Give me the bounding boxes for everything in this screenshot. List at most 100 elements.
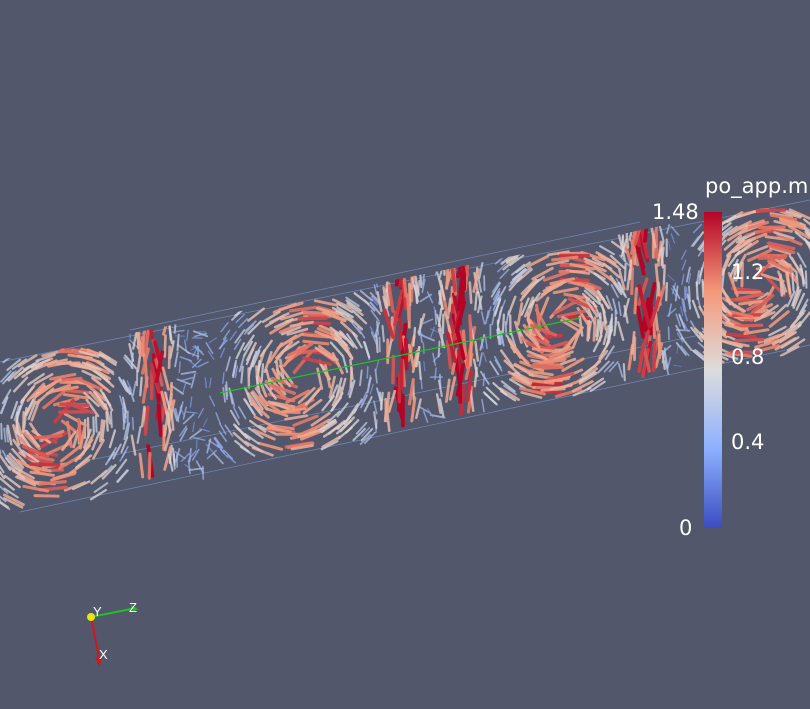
- vector-glyph: [469, 339, 473, 367]
- vector-glyph: [413, 273, 420, 295]
- vector-glyph: [108, 429, 117, 449]
- vector-glyph: [528, 319, 545, 341]
- vector-glyph: [503, 384, 517, 396]
- vector-glyph: [480, 336, 484, 349]
- vector-glyph: [441, 313, 445, 335]
- color-legend-title: po_app.m: [705, 174, 809, 198]
- vector-glyph: [429, 414, 446, 419]
- vector-glyph: [474, 291, 478, 311]
- vector-glyph: [209, 377, 212, 388]
- vector-glyph: [500, 330, 504, 344]
- color-legend-tick: 1.2: [731, 260, 765, 284]
- vector-glyph: [686, 293, 692, 310]
- vector-glyph: [229, 330, 237, 341]
- vector-glyph: [719, 254, 731, 277]
- vector-glyph: [727, 250, 741, 267]
- vector-glyph: [494, 359, 503, 372]
- vector-glyph: [520, 391, 543, 399]
- vector-glyph: [497, 286, 507, 302]
- vector-glyph: [275, 368, 292, 388]
- vector-glyph: [668, 240, 671, 251]
- vector-glyph: [245, 341, 257, 362]
- vector-glyph: [352, 427, 366, 442]
- vector-glyph: [328, 375, 336, 399]
- vector-glyph: [549, 384, 573, 391]
- vector-glyph: [460, 270, 465, 305]
- vector-glyph: [593, 266, 615, 283]
- vector-glyph: [430, 326, 435, 338]
- vector-glyph: [387, 283, 395, 313]
- vector-glyph: [184, 339, 188, 352]
- vector-glyph: [725, 340, 750, 348]
- vector-glyph: [666, 356, 672, 371]
- vector-glyph: [445, 331, 457, 364]
- vector-glyph: [691, 231, 705, 247]
- vector-glyph: [15, 475, 37, 487]
- vector-glyph: [746, 295, 772, 312]
- vector-glyph: [255, 375, 261, 394]
- vector-glyph: [225, 356, 231, 372]
- vector-glyph: [531, 266, 554, 281]
- vector-glyph: [615, 226, 623, 248]
- vector-glyph: [242, 340, 254, 358]
- vector-glyph: [85, 398, 100, 418]
- vector-glyph: [497, 263, 507, 273]
- vector-glyph: [189, 429, 202, 440]
- vector-glyph: [690, 236, 700, 248]
- vector-glyph: [791, 289, 800, 307]
- vector-glyph: [78, 423, 87, 450]
- vector-glyph: [726, 309, 754, 319]
- vector-glyph: [507, 295, 517, 316]
- vector-glyph: [163, 391, 171, 411]
- vector-glyph: [493, 298, 501, 317]
- vector-glyph: [542, 270, 570, 282]
- vector-glyph: [788, 208, 810, 220]
- vector-glyph: [180, 376, 194, 382]
- vector-glyph: [247, 307, 265, 322]
- vector-glyph: [323, 424, 341, 438]
- vector-glyph: [724, 351, 753, 358]
- color-legend-tick-min: 0: [679, 516, 693, 540]
- vector-glyph: [335, 377, 343, 398]
- vector-glyph: [315, 307, 341, 316]
- vector-glyph: [352, 332, 363, 349]
- vector-glyph: [264, 314, 286, 328]
- vector-glyph: [466, 370, 473, 402]
- vector-glyph: [244, 433, 260, 445]
- vector-glyph: [180, 453, 190, 463]
- vector-glyph: [118, 377, 128, 392]
- vector-glyph: [125, 422, 131, 438]
- vector-glyph: [25, 429, 40, 448]
- vector-glyph: [304, 388, 321, 406]
- vector-glyph: [474, 340, 479, 362]
- vector-glyph: [30, 358, 50, 369]
- vector-glyph: [740, 261, 744, 288]
- vector-glyph: [18, 362, 37, 376]
- vector-glyph: [50, 472, 77, 482]
- vector-glyph: [363, 396, 373, 413]
- vector-glyph: [140, 405, 146, 428]
- vector-glyph: [34, 359, 58, 371]
- vector-glyph: [98, 353, 117, 366]
- color-legend-bar[interactable]: [704, 212, 722, 528]
- vector-glyph: [598, 321, 605, 343]
- vector-glyph: [678, 313, 686, 329]
- vector-glyph: [250, 391, 264, 411]
- vector-glyph: [90, 376, 112, 394]
- vector-glyph: [218, 339, 228, 350]
- vector-glyph: [116, 469, 129, 483]
- vector-glyph: [137, 329, 142, 355]
- vector-glyph: [743, 328, 770, 335]
- vector-glyph: [267, 342, 283, 364]
- vector-glyph: [0, 422, 3, 440]
- vector-glyph: [578, 371, 598, 385]
- vector-glyph: [526, 311, 533, 336]
- vector-glyph: [0, 370, 12, 383]
- vector-glyph: [334, 332, 349, 347]
- vector-glyph: [3, 487, 19, 499]
- vector-glyph: [520, 297, 530, 316]
- vector-glyph: [0, 452, 12, 471]
- vector-glyph: [234, 365, 239, 379]
- vector-glyph: [170, 409, 175, 431]
